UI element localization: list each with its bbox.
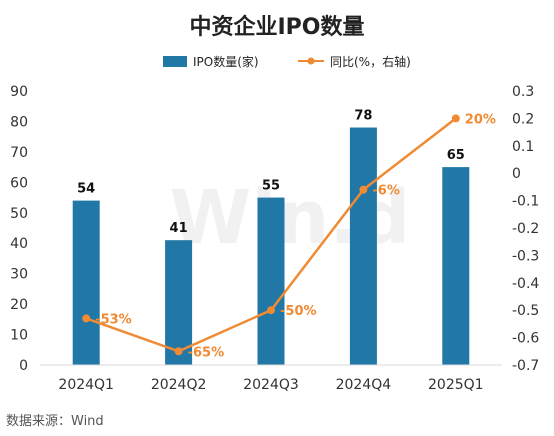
left-tick-label: 50 xyxy=(10,206,28,222)
x-axis: 2024Q1 2024Q2 2024Q3 2024Q4 2025Q1 xyxy=(58,377,483,393)
line-value-label: -65% xyxy=(188,345,225,360)
right-tick-label: -0.4 xyxy=(512,276,539,292)
bar xyxy=(442,167,470,365)
line-value-label: -53% xyxy=(95,312,132,327)
bar-value-label: 55 xyxy=(262,179,280,194)
legend: IPO数量(家) 同比(%，右轴) xyxy=(163,54,411,69)
left-tick-label: 80 xyxy=(10,114,28,130)
left-tick-label: 20 xyxy=(10,297,28,313)
left-tick-label: 90 xyxy=(10,84,28,100)
line-marker xyxy=(174,347,183,356)
x-tick-label: 2024Q4 xyxy=(336,377,392,393)
bar-value-label: 54 xyxy=(77,182,95,197)
bar xyxy=(72,200,100,365)
left-tick-label: 60 xyxy=(10,175,28,191)
right-tick-label: -0.6 xyxy=(512,331,539,347)
line-value-label: 20% xyxy=(465,112,496,127)
right-tick-label: -0.1 xyxy=(512,194,539,210)
left-axis: 0 10 20 30 40 50 60 70 80 90 xyxy=(10,84,28,374)
right-axis: -0.7 -0.6 -0.5 -0.4 -0.3 -0.2 -0.1 0 0.1 0.2 0.3 xyxy=(512,84,539,374)
right-tick-label: -0.2 xyxy=(512,221,539,237)
right-tick-label: -0.3 xyxy=(512,248,539,264)
bars: 54 41 55 78 65 xyxy=(72,109,470,366)
bar xyxy=(257,197,285,365)
bar-value-label: 65 xyxy=(447,148,465,163)
x-tick-label: 2024Q3 xyxy=(243,377,299,393)
left-tick-label: 30 xyxy=(10,267,28,283)
chart-title: 中资企业IPO数量 xyxy=(189,14,364,40)
legend-line-marker xyxy=(307,57,315,65)
legend-bar-label: IPO数量(家) xyxy=(193,54,259,69)
line-value-label: -6% xyxy=(372,184,399,199)
right-tick-label: 0.1 xyxy=(512,139,534,155)
line-marker xyxy=(82,314,91,323)
line-value-label: -50% xyxy=(280,304,317,319)
bar xyxy=(349,127,377,366)
right-tick-label: -0.5 xyxy=(512,303,539,319)
bar xyxy=(165,240,193,365)
x-tick-label: 2024Q1 xyxy=(58,377,114,393)
bar-value-label: 78 xyxy=(354,109,372,124)
line-series: -53% -65% -50% -6% 20% xyxy=(82,112,496,360)
line-marker xyxy=(267,306,275,315)
left-tick-label: 0 xyxy=(19,358,28,374)
line-marker xyxy=(451,114,460,123)
source-note: 数据来源：Wind xyxy=(6,414,104,429)
left-tick-label: 40 xyxy=(10,236,28,252)
left-tick-label: 70 xyxy=(10,145,28,161)
right-tick-label: 0.2 xyxy=(512,111,534,127)
right-tick-label: 0.3 xyxy=(512,84,534,100)
bar-value-label: 41 xyxy=(170,221,188,236)
x-tick-label: 2024Q2 xyxy=(151,377,207,393)
legend-bar-swatch xyxy=(163,56,187,67)
right-tick-label: 0 xyxy=(512,166,521,182)
line-marker xyxy=(359,185,368,194)
right-tick-label: -0.7 xyxy=(512,358,539,374)
legend-line-label: 同比(%，右轴) xyxy=(330,54,411,69)
left-tick-label: 10 xyxy=(10,328,28,344)
x-tick-label: 2025Q1 xyxy=(428,377,484,393)
